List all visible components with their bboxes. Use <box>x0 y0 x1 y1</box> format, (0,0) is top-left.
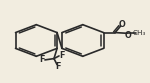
Text: F: F <box>39 55 45 64</box>
Text: CH₃: CH₃ <box>133 30 146 36</box>
Text: F: F <box>55 62 60 71</box>
Text: O: O <box>124 31 131 40</box>
Text: F: F <box>59 51 64 60</box>
Text: O: O <box>119 20 126 29</box>
